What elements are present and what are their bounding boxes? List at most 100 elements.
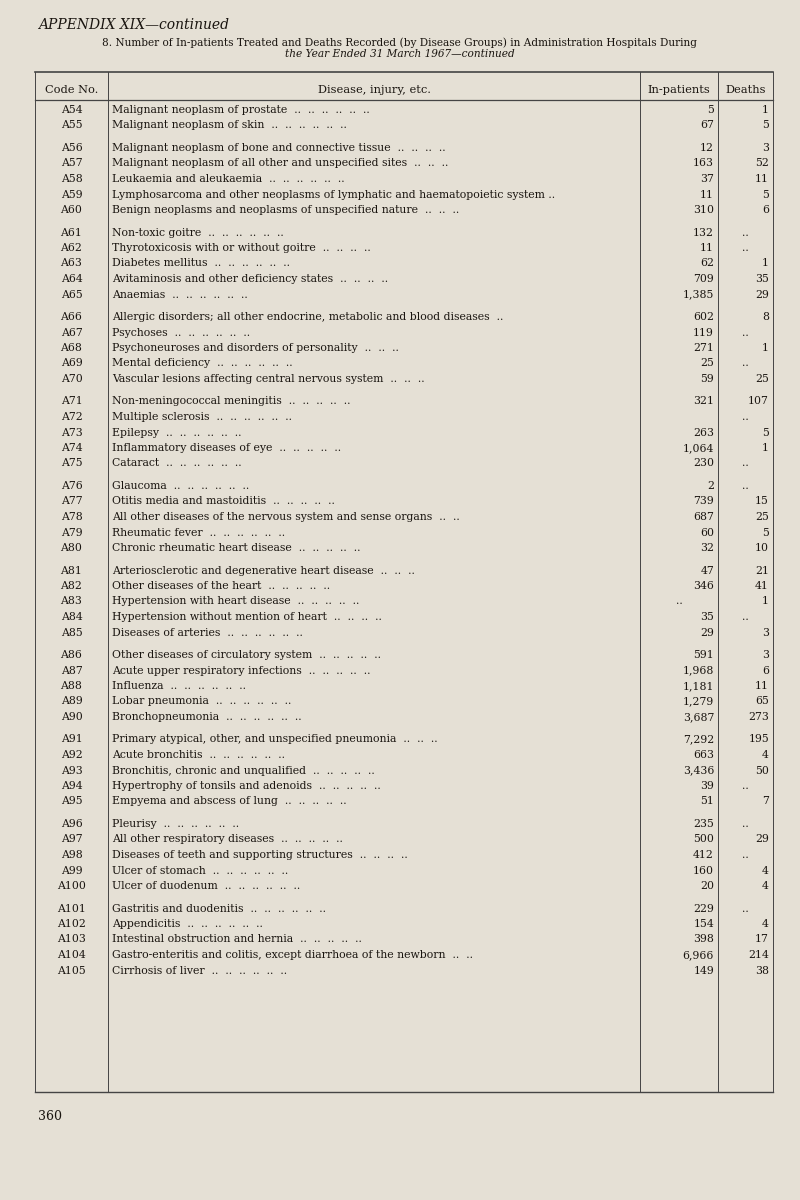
Text: 52: 52: [755, 158, 769, 168]
Text: 1: 1: [762, 596, 769, 606]
Text: Lobar pneumonia  ..  ..  ..  ..  ..  ..: Lobar pneumonia .. .. .. .. .. ..: [112, 696, 291, 707]
Text: 1,279: 1,279: [682, 696, 714, 707]
Text: Other diseases of circulatory system  ..  ..  ..  ..  ..: Other diseases of circulatory system .. …: [112, 650, 381, 660]
Text: A64: A64: [61, 274, 82, 284]
Text: 273: 273: [748, 712, 769, 722]
Text: Malignant neoplasm of skin  ..  ..  ..  ..  ..  ..: Malignant neoplasm of skin .. .. .. .. .…: [112, 120, 347, 131]
Text: A91: A91: [61, 734, 82, 744]
Text: Lymphosarcoma and other neoplasms of lymphatic and haematopoietic system ..: Lymphosarcoma and other neoplasms of lym…: [112, 190, 555, 199]
Text: 119: 119: [693, 328, 714, 337]
Text: Mental deficiency  ..  ..  ..  ..  ..  ..: Mental deficiency .. .. .. .. .. ..: [112, 359, 293, 368]
Text: 11: 11: [700, 242, 714, 253]
Text: A72: A72: [61, 412, 82, 422]
Text: ..: ..: [742, 612, 749, 622]
Text: A68: A68: [61, 343, 82, 353]
Text: A89: A89: [61, 696, 82, 707]
Text: 6,966: 6,966: [682, 950, 714, 960]
Text: ..: ..: [742, 904, 749, 913]
Text: A62: A62: [61, 242, 82, 253]
Text: ..: ..: [742, 481, 749, 491]
Text: 37: 37: [700, 174, 714, 184]
Text: Avitaminosis and other deficiency states  ..  ..  ..  ..: Avitaminosis and other deficiency states…: [112, 274, 388, 284]
Text: Diabetes mellitus  ..  ..  ..  ..  ..  ..: Diabetes mellitus .. .. .. .. .. ..: [112, 258, 290, 269]
Text: ..: ..: [742, 458, 749, 468]
Text: APPENDIX XIX—continued: APPENDIX XIX—continued: [38, 18, 229, 32]
Text: Psychoneuroses and disorders of personality  ..  ..  ..: Psychoneuroses and disorders of personal…: [112, 343, 399, 353]
Text: Cirrhosis of liver  ..  ..  ..  ..  ..  ..: Cirrhosis of liver .. .. .. .. .. ..: [112, 966, 287, 976]
Text: A103: A103: [57, 935, 86, 944]
Text: 160: 160: [693, 865, 714, 876]
Text: 3: 3: [762, 143, 769, 152]
Text: Intestinal obstruction and hernia  ..  ..  ..  ..  ..: Intestinal obstruction and hernia .. .. …: [112, 935, 362, 944]
Text: A73: A73: [61, 427, 82, 438]
Text: Thyrotoxicosis with or without goitre  ..  ..  ..  ..: Thyrotoxicosis with or without goitre ..…: [112, 242, 370, 253]
Text: A101: A101: [57, 904, 86, 913]
Text: 60: 60: [700, 528, 714, 538]
Text: A96: A96: [61, 818, 82, 829]
Text: 25: 25: [700, 359, 714, 368]
Text: Bronchopneumonia  ..  ..  ..  ..  ..  ..: Bronchopneumonia .. .. .. .. .. ..: [112, 712, 302, 722]
Text: 20: 20: [700, 881, 714, 890]
Text: the Year Ended 31 March 1967—continued: the Year Ended 31 March 1967—continued: [285, 49, 515, 59]
Text: Chronic rheumatic heart disease  ..  ..  ..  ..  ..: Chronic rheumatic heart disease .. .. ..…: [112, 542, 361, 553]
Text: A70: A70: [61, 374, 82, 384]
Text: Glaucoma  ..  ..  ..  ..  ..  ..: Glaucoma .. .. .. .. .. ..: [112, 481, 250, 491]
Text: A75: A75: [61, 458, 82, 468]
Text: Arteriosclerotic and degenerative heart disease  ..  ..  ..: Arteriosclerotic and degenerative heart …: [112, 565, 415, 576]
Text: 51: 51: [700, 797, 714, 806]
Text: A92: A92: [61, 750, 82, 760]
Text: 321: 321: [693, 396, 714, 407]
Text: Malignant neoplasm of bone and connective tissue  ..  ..  ..  ..: Malignant neoplasm of bone and connectiv…: [112, 143, 446, 152]
Text: 29: 29: [755, 289, 769, 300]
Text: ..: ..: [676, 596, 682, 606]
Text: 5: 5: [762, 528, 769, 538]
Text: A67: A67: [61, 328, 82, 337]
Text: 4: 4: [762, 881, 769, 890]
Text: 29: 29: [700, 628, 714, 637]
Text: A81: A81: [61, 565, 82, 576]
Text: 5: 5: [762, 120, 769, 131]
Text: 1,181: 1,181: [682, 680, 714, 691]
Text: A63: A63: [61, 258, 82, 269]
Text: 1,064: 1,064: [682, 443, 714, 452]
Text: 5: 5: [762, 190, 769, 199]
Text: Non-meningococcal meningitis  ..  ..  ..  ..  ..: Non-meningococcal meningitis .. .. .. ..…: [112, 396, 350, 407]
Text: Epilepsy  ..  ..  ..  ..  ..  ..: Epilepsy .. .. .. .. .. ..: [112, 427, 242, 438]
Text: 3,687: 3,687: [682, 712, 714, 722]
Text: A66: A66: [61, 312, 82, 322]
Text: A104: A104: [57, 950, 86, 960]
Text: ..: ..: [742, 359, 749, 368]
Text: 346: 346: [693, 581, 714, 590]
Text: Benign neoplasms and neoplasms of unspecified nature  ..  ..  ..: Benign neoplasms and neoplasms of unspec…: [112, 205, 459, 215]
Text: 35: 35: [700, 612, 714, 622]
Text: ..: ..: [742, 781, 749, 791]
Text: A83: A83: [61, 596, 82, 606]
Text: 107: 107: [748, 396, 769, 407]
Text: 12: 12: [700, 143, 714, 152]
Text: Code No.: Code No.: [45, 85, 98, 95]
Text: Allergic disorders; all other endocrine, metabolic and blood diseases  ..: Allergic disorders; all other endocrine,…: [112, 312, 503, 322]
Text: A55: A55: [61, 120, 82, 131]
Text: A93: A93: [61, 766, 82, 775]
Text: 1,385: 1,385: [682, 289, 714, 300]
Text: 310: 310: [693, 205, 714, 215]
Text: 11: 11: [755, 174, 769, 184]
Text: Otitis media and mastoiditis  ..  ..  ..  ..  ..: Otitis media and mastoiditis .. .. .. ..…: [112, 497, 335, 506]
Text: Non-toxic goitre  ..  ..  ..  ..  ..  ..: Non-toxic goitre .. .. .. .. .. ..: [112, 228, 284, 238]
Text: Ulcer of stomach  ..  ..  ..  ..  ..  ..: Ulcer of stomach .. .. .. .. .. ..: [112, 865, 288, 876]
Text: 25: 25: [755, 374, 769, 384]
Text: 602: 602: [693, 312, 714, 322]
Text: ..: ..: [742, 850, 749, 860]
Text: 7,292: 7,292: [682, 734, 714, 744]
Text: 11: 11: [755, 680, 769, 691]
Text: 229: 229: [693, 904, 714, 913]
Text: 149: 149: [694, 966, 714, 976]
Text: 1: 1: [762, 443, 769, 452]
Text: 1: 1: [762, 104, 769, 115]
Text: 709: 709: [694, 274, 714, 284]
Text: 67: 67: [700, 120, 714, 131]
Text: 663: 663: [693, 750, 714, 760]
Text: A88: A88: [61, 680, 82, 691]
Text: 3: 3: [762, 650, 769, 660]
Text: 21: 21: [755, 565, 769, 576]
